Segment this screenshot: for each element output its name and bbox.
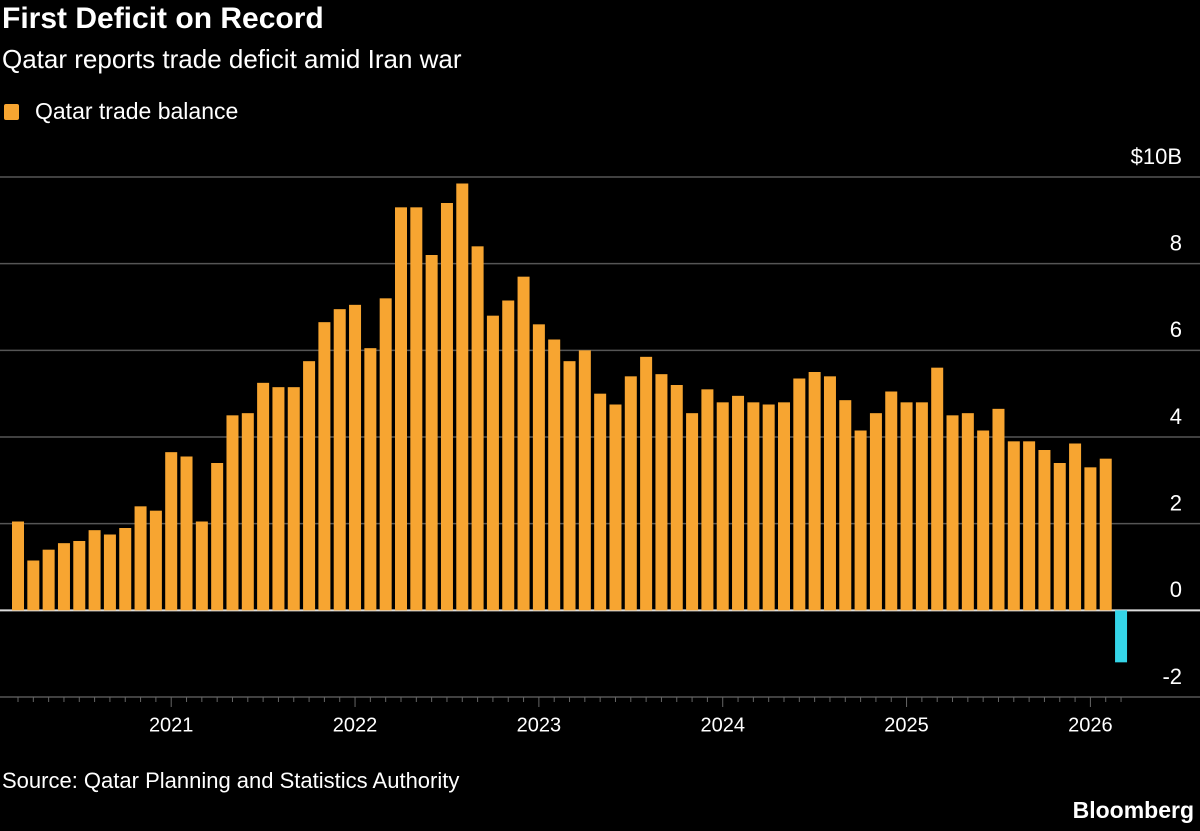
bar <box>165 452 178 611</box>
bar <box>241 413 254 611</box>
bar <box>1007 441 1020 611</box>
bar <box>762 404 775 611</box>
bar <box>1084 467 1097 611</box>
x-tick-label: 2024 <box>700 714 745 736</box>
bar <box>931 367 944 611</box>
bar <box>502 300 515 611</box>
bar <box>594 393 607 611</box>
bar <box>732 395 745 611</box>
bar <box>563 361 576 611</box>
bar <box>425 255 438 611</box>
bar <box>180 456 193 611</box>
bar <box>1038 450 1051 611</box>
bar <box>532 324 545 611</box>
bar <box>211 463 224 611</box>
bar <box>517 276 530 611</box>
bar <box>471 246 484 611</box>
bar <box>992 408 1005 611</box>
bar <box>900 402 913 611</box>
bar <box>1099 458 1112 611</box>
bar <box>103 534 116 611</box>
legend-label: Qatar trade balance <box>35 98 238 124</box>
bar <box>149 510 162 611</box>
brand: Bloomberg <box>1073 797 1194 823</box>
bar <box>379 298 392 611</box>
bar <box>134 506 147 611</box>
y-tick-label: 6 <box>1170 317 1182 342</box>
bar <box>655 374 668 611</box>
bar <box>793 378 806 611</box>
bar <box>12 521 24 611</box>
bar <box>57 543 70 611</box>
bar <box>119 528 132 611</box>
y-tick-label: 2 <box>1170 490 1182 515</box>
bar <box>333 309 346 611</box>
bar <box>686 413 699 611</box>
bar <box>318 322 331 611</box>
bar <box>395 207 407 611</box>
bar <box>88 530 101 611</box>
bar <box>747 402 760 611</box>
y-tick-label: $10B <box>1131 144 1182 169</box>
bar <box>195 521 208 611</box>
bar <box>823 376 836 611</box>
bar <box>287 387 300 611</box>
source: Source: Qatar Planning and Statistics Au… <box>2 768 459 793</box>
bar <box>946 415 959 611</box>
bar <box>456 183 469 611</box>
bar <box>915 402 928 611</box>
bar <box>640 356 653 611</box>
bar <box>486 315 499 611</box>
bar <box>1069 443 1082 611</box>
bar <box>670 385 683 611</box>
bar <box>778 402 790 611</box>
x-tick-label: 2022 <box>333 714 378 736</box>
bar <box>961 413 974 611</box>
bar <box>839 400 852 611</box>
x-tick-label: 2021 <box>149 714 194 736</box>
bar <box>410 207 423 611</box>
legend-swatch <box>4 104 19 120</box>
x-tick-label: 2023 <box>517 714 562 736</box>
y-tick-label: 4 <box>1170 404 1182 429</box>
bar <box>578 350 591 611</box>
bar <box>1115 610 1128 663</box>
bar <box>808 372 821 611</box>
y-tick-label: -2 <box>1162 664 1182 689</box>
bar <box>885 391 898 611</box>
bar <box>609 404 622 611</box>
bar <box>42 549 55 611</box>
bar <box>272 387 285 611</box>
bar <box>349 304 362 611</box>
bar <box>73 541 86 611</box>
bar <box>701 389 714 611</box>
bar <box>1053 463 1066 611</box>
bar <box>1023 441 1036 611</box>
bar <box>27 560 40 611</box>
y-tick-label: 0 <box>1170 577 1182 602</box>
x-tick-label: 2025 <box>884 714 929 736</box>
bar <box>440 203 453 611</box>
bar <box>716 402 729 611</box>
bar <box>854 430 867 611</box>
bar <box>257 382 270 611</box>
bar <box>869 413 882 611</box>
chart-subtitle: Qatar reports trade deficit amid Iran wa… <box>2 44 462 74</box>
bar <box>624 376 637 611</box>
bar <box>226 415 239 611</box>
bar <box>977 430 990 611</box>
bar <box>303 361 316 611</box>
chart-title: First Deficit on Record <box>2 2 324 35</box>
bar <box>364 348 377 611</box>
bar <box>548 339 561 611</box>
x-tick-label: 2026 <box>1068 714 1113 736</box>
y-tick-label: 8 <box>1170 230 1182 255</box>
